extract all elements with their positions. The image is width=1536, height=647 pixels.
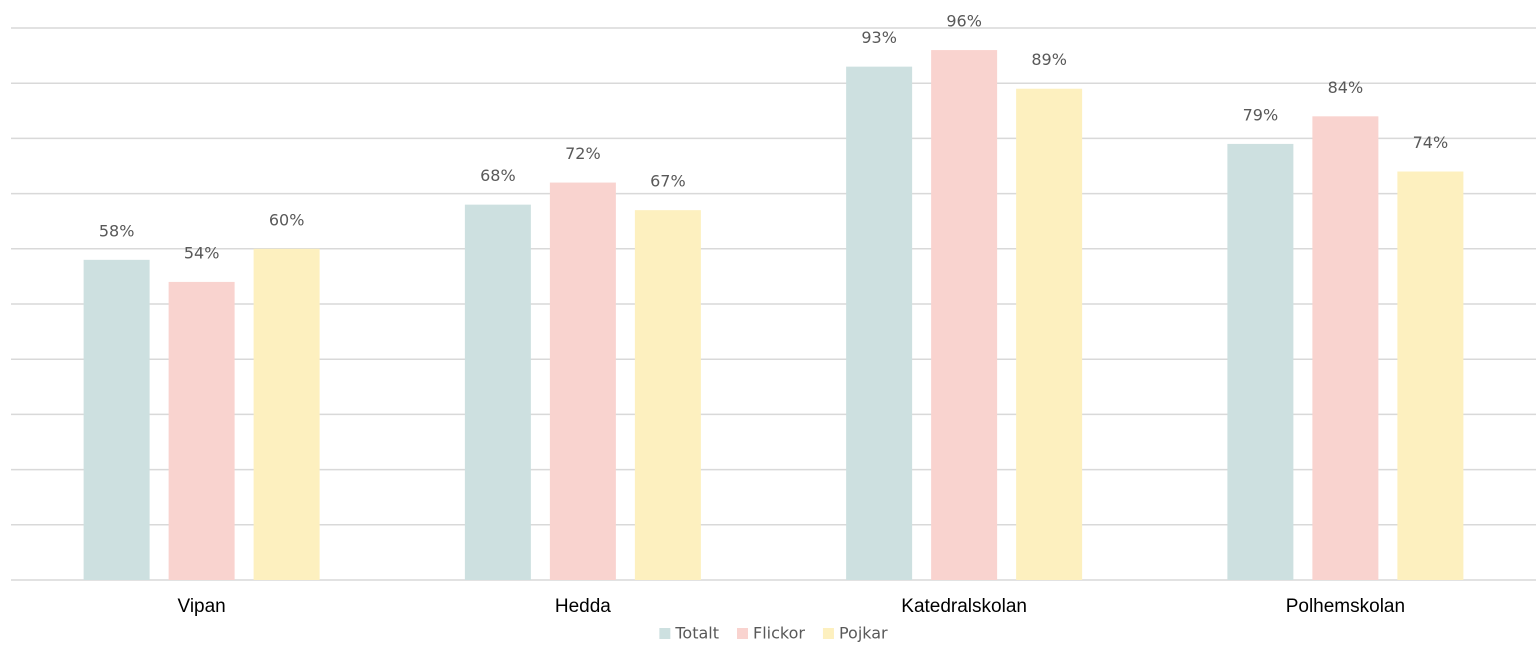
bar bbox=[1312, 116, 1379, 580]
data-label: 58% bbox=[99, 221, 135, 240]
data-label: 72% bbox=[565, 144, 601, 163]
x-tick-label: Polhemskolan bbox=[1286, 596, 1405, 617]
x-tick-label: Hedda bbox=[555, 596, 611, 617]
bar bbox=[1397, 171, 1464, 580]
legend-swatch bbox=[659, 628, 671, 639]
bar bbox=[549, 182, 616, 580]
bar bbox=[83, 259, 150, 580]
legend-label: Totalt bbox=[674, 624, 719, 643]
data-label: 84% bbox=[1328, 78, 1364, 97]
legend-swatch bbox=[737, 628, 748, 639]
legend-label: Flickor bbox=[753, 624, 805, 643]
data-label: 93% bbox=[861, 28, 897, 47]
bar bbox=[464, 204, 531, 580]
bar bbox=[1227, 143, 1294, 581]
data-label: 89% bbox=[1031, 50, 1067, 69]
bar bbox=[1016, 88, 1083, 580]
x-tick-label: Katedralskolan bbox=[901, 596, 1027, 617]
bar bbox=[168, 281, 235, 580]
legend-label: Pojkar bbox=[839, 624, 888, 643]
data-label: 79% bbox=[1243, 105, 1279, 124]
data-label: 60% bbox=[269, 210, 305, 229]
bar bbox=[634, 210, 701, 580]
bar bbox=[846, 66, 913, 580]
data-label: 67% bbox=[650, 172, 686, 191]
data-label: 68% bbox=[480, 166, 516, 185]
data-label: 74% bbox=[1413, 133, 1449, 152]
x-tick-label: Vipan bbox=[177, 596, 225, 617]
data-label: 54% bbox=[184, 243, 220, 262]
bar bbox=[931, 50, 998, 580]
bar bbox=[253, 248, 320, 581]
legend-swatch bbox=[822, 628, 834, 639]
data-label: 96% bbox=[946, 12, 982, 31]
